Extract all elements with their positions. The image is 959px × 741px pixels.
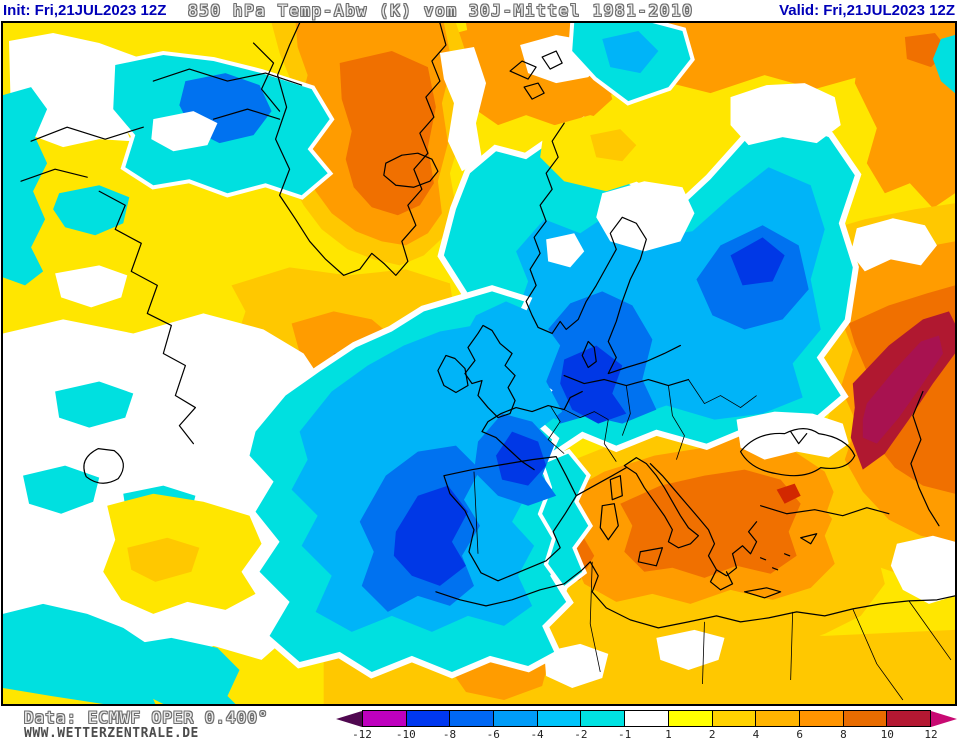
colorbar-row bbox=[336, 710, 957, 727]
colorbar-segment bbox=[450, 711, 495, 726]
west-atlantic-cold-1 bbox=[23, 465, 100, 514]
canada-coastline bbox=[98, 190, 197, 445]
valid-time-label: Valid: Fri,21JUL2023 12Z bbox=[779, 2, 955, 19]
colorbar-tick-label: -8 bbox=[442, 728, 457, 741]
colorbar-segment bbox=[712, 711, 757, 726]
colorbar-segment bbox=[537, 711, 582, 726]
colorbar-tick-label: -10 bbox=[395, 728, 416, 741]
colorbar-tick-label: 6 bbox=[796, 728, 803, 741]
ireland-coastline bbox=[437, 354, 469, 394]
denmark-coastline bbox=[581, 340, 597, 369]
header: Init: Fri,21JUL2023 12Z 850 hPa Temp-Abw… bbox=[0, 0, 959, 21]
colorbar-tick-label: -1 bbox=[617, 728, 632, 741]
south-cold-strip-1 bbox=[3, 603, 156, 704]
biscay-deep-core bbox=[496, 431, 547, 486]
colorbar-scale bbox=[362, 710, 931, 727]
colorbar-tick-label: 12 bbox=[924, 728, 938, 741]
colorbar-segment bbox=[494, 711, 538, 726]
barents-coast-neutral bbox=[730, 83, 841, 146]
uk-coastline bbox=[464, 324, 516, 419]
hudson-neutral-hole bbox=[151, 111, 218, 152]
greenland-coastline bbox=[274, 23, 447, 276]
greenland-hot-core bbox=[339, 51, 436, 216]
finland-neutral-hole bbox=[546, 233, 585, 268]
neutral-holes bbox=[151, 83, 849, 460]
novaya-zemlya-cold-core bbox=[602, 31, 659, 74]
turkey-coastline bbox=[759, 505, 890, 545]
africa-coastline bbox=[435, 561, 955, 629]
mediterranean-hot-core bbox=[620, 469, 801, 578]
warm-overlays bbox=[103, 115, 659, 614]
left-edge-cold bbox=[3, 87, 48, 286]
europe-borders bbox=[473, 379, 757, 554]
northeast-corner-warm bbox=[854, 23, 955, 209]
colorbar-tick-label: 1 bbox=[665, 728, 672, 741]
italy-coastline bbox=[599, 457, 700, 567]
cold-regions bbox=[3, 23, 955, 704]
labrador-neutral-spot bbox=[55, 265, 128, 308]
colorbar-right-arrow bbox=[931, 710, 957, 727]
caspian-coastline bbox=[910, 390, 940, 527]
colorbar-segment bbox=[581, 711, 626, 726]
baltic-deep-core bbox=[560, 345, 627, 424]
balkans-greece-coastline bbox=[649, 463, 791, 599]
aegean-red-spot bbox=[776, 483, 801, 504]
website-label: WWW.WETTERZENTRALE.DE bbox=[24, 726, 199, 741]
colorbar-tick-label: -6 bbox=[486, 728, 500, 741]
colorbar-ticks: -12 -10 -8 -6 -4 -2 -1 1 2 4 6 8 10 12 bbox=[352, 728, 938, 741]
colorbar-segment bbox=[668, 711, 713, 726]
colorbar-tick-label: -4 bbox=[530, 728, 544, 741]
iceland-coastline bbox=[383, 152, 439, 188]
colorbar-tick-label: 8 bbox=[840, 728, 847, 741]
right-edge-cold-sliver bbox=[932, 35, 955, 94]
east-neutral-spots bbox=[850, 218, 937, 272]
colorbar-tick-label: -2 bbox=[574, 728, 588, 741]
colorbar-segment bbox=[406, 711, 451, 726]
colorbar-left-arrow bbox=[336, 710, 362, 727]
south-cold-strip-2 bbox=[115, 637, 240, 704]
levant-neutral bbox=[890, 535, 955, 604]
libya-neutral-2 bbox=[656, 629, 725, 670]
colorbar: -12 -10 -8 -6 -4 -2 -1 1 2 4 6 8 10 12 bbox=[336, 710, 957, 741]
west-atlantic-cold-3 bbox=[55, 381, 134, 428]
russia-deep-core bbox=[730, 237, 785, 286]
colorbar-tick-label: 4 bbox=[752, 728, 760, 741]
newfoundland-coastline bbox=[83, 448, 124, 484]
colorbar-segment bbox=[887, 711, 930, 726]
africa-borders bbox=[589, 561, 952, 701]
colorbar-segment bbox=[625, 711, 669, 726]
central-atlantic-gold-patch bbox=[127, 537, 200, 582]
anomaly-map bbox=[1, 21, 957, 706]
colorbar-tick-label: 2 bbox=[708, 728, 716, 741]
country-borders bbox=[473, 379, 952, 701]
iberia-deep-core bbox=[393, 485, 468, 586]
colorbar-segment bbox=[363, 711, 407, 726]
norwegian-sea-neutral bbox=[439, 47, 487, 172]
anomaly-map-svg bbox=[3, 23, 955, 704]
colorbar-tick-label: 10 bbox=[880, 728, 894, 741]
map-title: 850 hPa Temp-Abw (K) vom 30J-Mittel 1981… bbox=[188, 1, 694, 20]
black-sea-coastline bbox=[739, 427, 856, 477]
coastlines bbox=[20, 23, 955, 629]
data-source-label: Data: ECMWF OPER 0.400° bbox=[24, 708, 269, 727]
colorbar-segment bbox=[843, 711, 888, 726]
colorbar-segment bbox=[799, 711, 844, 726]
colorbar-tick-label: -12 bbox=[352, 728, 372, 741]
caucasus-hot-core bbox=[862, 335, 943, 444]
north-scandinavia-gold bbox=[590, 129, 637, 162]
spain-cold-arm bbox=[537, 448, 594, 592]
hudson-coast-lines bbox=[20, 42, 303, 182]
white-sea-neutral-hole bbox=[596, 181, 695, 252]
colorbar-segment bbox=[756, 711, 800, 726]
init-time-label: Init: Fri,21JUL2023 12Z bbox=[3, 2, 167, 19]
iberia-coastline bbox=[443, 456, 577, 582]
svalbard-coastline bbox=[509, 50, 563, 100]
